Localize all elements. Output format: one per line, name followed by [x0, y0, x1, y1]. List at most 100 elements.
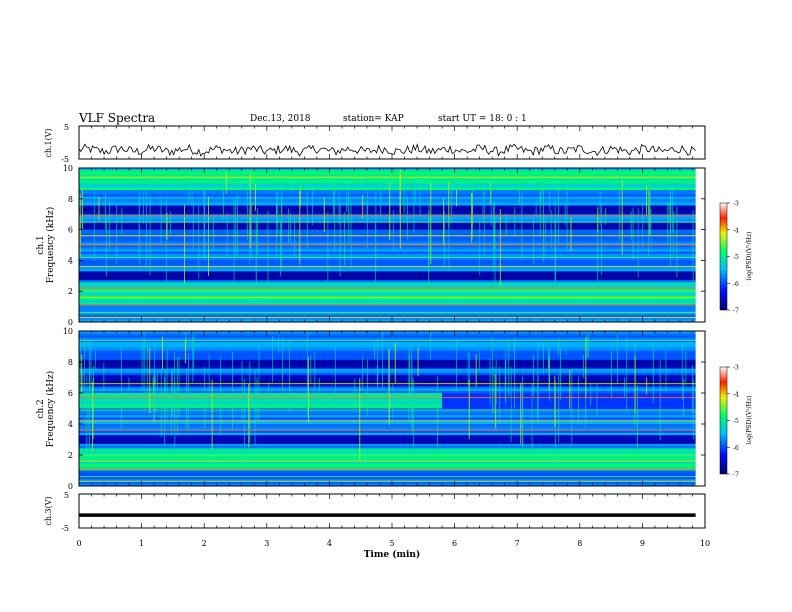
spectrogram-row [79, 300, 696, 303]
spectrogram-row [79, 348, 696, 352]
spectrogram-row [79, 284, 696, 288]
spectrogram-row [79, 280, 696, 283]
spectrogram-row [79, 273, 696, 277]
time-tick-label: 5 [389, 539, 394, 548]
spec-ytick-label: 4 [68, 256, 73, 265]
spec-ytick-label: 0 [68, 482, 73, 491]
spectrogram-row [79, 393, 443, 396]
ch3-panel: 5 -5 ch.3(V) [44, 491, 706, 533]
spectrogram-row [79, 185, 696, 189]
colorbar-tick-label: -4 [733, 227, 739, 234]
spectrogram-row [79, 443, 696, 447]
spec-ytick-label: 8 [68, 195, 73, 204]
spec-ytick-label: 2 [68, 287, 73, 296]
spectrogram-row [79, 306, 696, 310]
time-axis: 0 1 2 3 4 5 6 7 8 9 10 [76, 126, 710, 548]
time-axis-label: Time (min) [364, 549, 421, 560]
spectrogram-row [79, 201, 696, 204]
spectrogram-row [79, 295, 696, 299]
time-tick-label: 0 [76, 539, 81, 548]
spectrogram-row [79, 461, 696, 465]
spectrogram-row [79, 247, 696, 250]
spectrogram-row [79, 441, 696, 445]
spectrogram-row [79, 271, 696, 274]
spectrogram-row [79, 362, 696, 365]
spectrogram-row [79, 366, 696, 369]
spectrogram-row [79, 342, 696, 345]
spectrogram-row [79, 479, 696, 482]
spectrogram-empty [695, 168, 705, 322]
ch3-ytick-bottom: -5 [61, 524, 69, 533]
spectrogram-row [79, 196, 696, 200]
time-tick-label: 7 [515, 539, 520, 548]
spectrogram-row [79, 406, 443, 409]
spectrogram-row [79, 474, 696, 478]
spectrogram-row [79, 468, 696, 471]
spectrogram-row [79, 388, 696, 392]
spectrogram-row [79, 355, 696, 358]
colorbar-tick-label: -5 [733, 418, 739, 425]
spectrogram-row [79, 375, 696, 378]
spectrogram-row [79, 203, 696, 206]
colorbar-tick-label: -4 [733, 391, 739, 398]
spectrogram-row [79, 216, 696, 219]
time-tick-label: 4 [327, 539, 332, 548]
spectrogram-row [79, 187, 696, 191]
spectrogram-row [442, 401, 696, 405]
spectrogram-row [79, 450, 696, 454]
ch2-spec-ylabel-frequency: Frequency (kHz) [45, 371, 56, 448]
spectrogram-row [79, 483, 696, 486]
spectrogram-row [79, 269, 696, 272]
ch3-ylabel: ch.3(V) [44, 496, 53, 525]
spectrogram-row [79, 198, 696, 202]
ch2-colorbar-label: log(PSD)(V²/Hz) [746, 396, 753, 445]
ch1-spec-ylabel-channel: ch.1 [36, 235, 46, 254]
spec-ytick-label: 4 [68, 420, 73, 429]
ch1-spec-ylabel-frequency: Frequency (kHz) [45, 207, 56, 284]
spectrogram-row [79, 415, 696, 418]
ch1-waveform-line [78, 143, 696, 157]
spectrogram-row [79, 368, 696, 372]
spectrogram-row [79, 370, 696, 374]
spectrogram-row [79, 183, 696, 186]
spectrogram-row [79, 262, 696, 266]
colorbar-tick-label: -5 [733, 254, 739, 261]
spectrogram-row [79, 174, 696, 178]
spectrogram-row [79, 170, 696, 173]
spectrogram-row [442, 395, 696, 398]
spectrogram-row [79, 319, 696, 322]
colorbar-tick-label: -3 [733, 365, 739, 372]
spectrogram-row [79, 435, 696, 438]
spectrogram-row [79, 267, 696, 270]
spectrogram-row [79, 317, 696, 321]
spectrogram-row [79, 249, 696, 252]
spec-ytick-label: 6 [68, 389, 73, 398]
spectrogram-row [442, 404, 696, 407]
spectrogram-row [79, 364, 696, 367]
spectrogram-row [79, 386, 696, 389]
spec-ytick-label: 0 [68, 318, 73, 327]
spectrogram-empty [695, 331, 705, 486]
spectrogram-row [79, 172, 696, 175]
spec-ytick-label: 10 [63, 327, 73, 336]
spectrogram-row [79, 304, 696, 307]
spectrogram-row [79, 293, 696, 296]
spectrogram-row [79, 452, 696, 456]
spectrogram-row [79, 430, 696, 434]
time-tick-label: 1 [139, 539, 144, 548]
spectrogram-row [79, 421, 696, 425]
spectrogram-row [79, 410, 696, 414]
spectrogram-row [79, 242, 696, 246]
spectrogram-row [79, 463, 696, 467]
spectrogram-row [79, 377, 696, 381]
spectrogram-row [442, 406, 696, 409]
spectrogram-row [79, 209, 696, 213]
colorbar-tick-label: -7 [733, 308, 739, 315]
spectrogram-row [442, 397, 696, 400]
spectrogram-row [79, 245, 696, 248]
figure-title: VLF Spectra [79, 111, 156, 125]
spectrogram-row [79, 240, 696, 244]
